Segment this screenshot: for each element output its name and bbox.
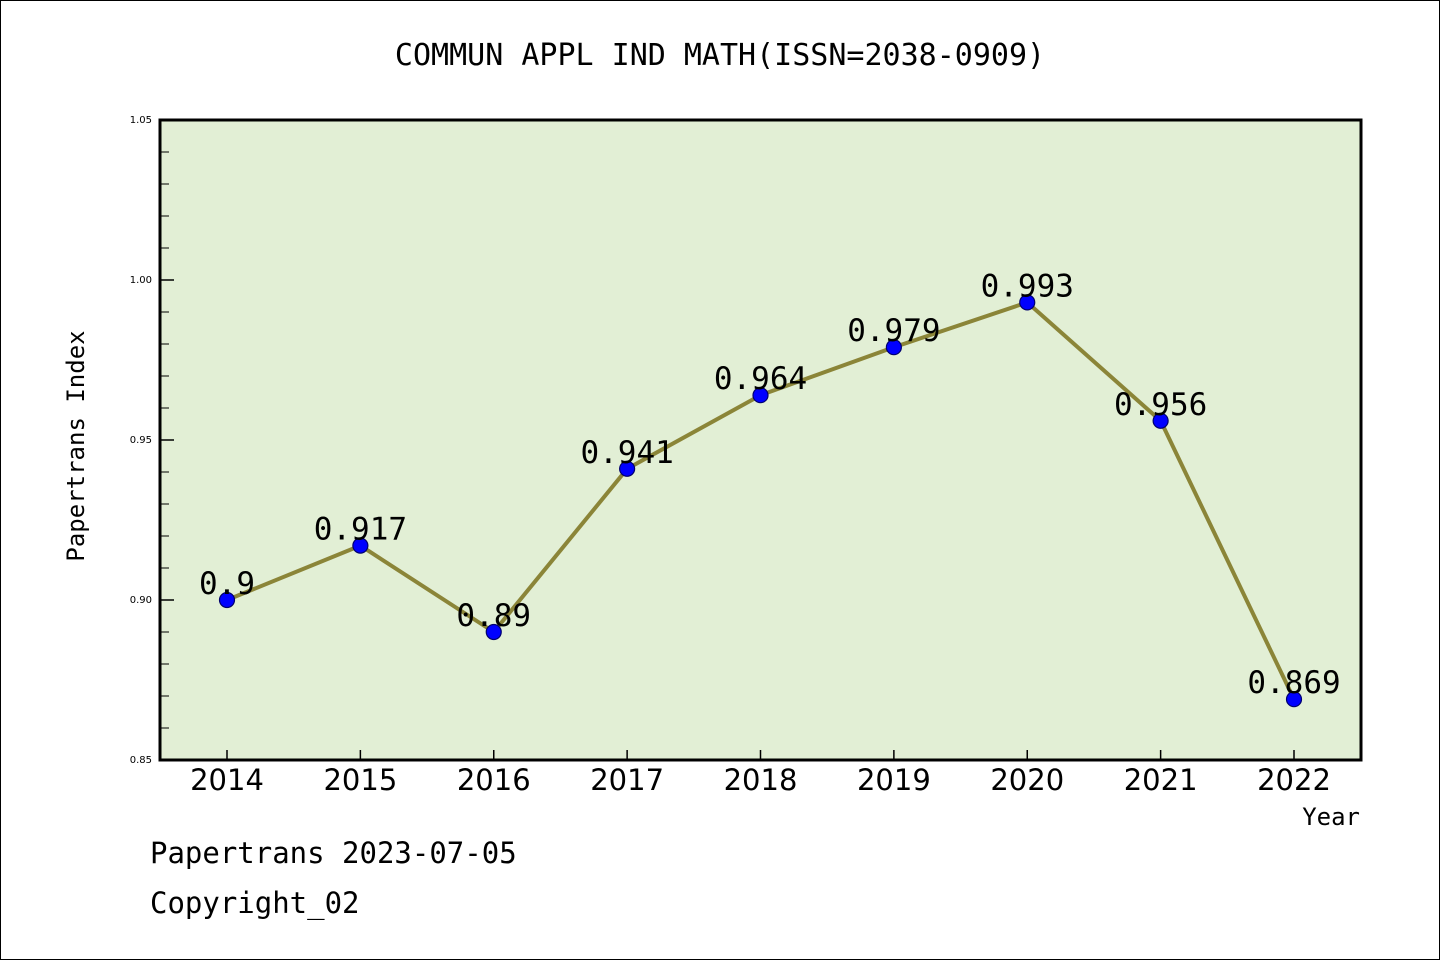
y-tick-label: 0.95 xyxy=(130,435,152,446)
x-axis-label: Year xyxy=(1302,803,1360,831)
y-tick-label: 0.90 xyxy=(130,595,152,606)
data-labels: 0.9 0.917 0.89 0.941 0.964 0.979 0.993 0.956 0.8… xyxy=(199,268,1341,701)
x-tick-label: 2022 xyxy=(1257,763,1331,797)
data-label: 0.89 xyxy=(456,598,531,634)
y-tick-label: 1.05 xyxy=(130,115,152,126)
data-point xyxy=(1152,412,1169,429)
data-point xyxy=(1019,294,1036,311)
data-label: 0.869 xyxy=(1247,665,1340,701)
data-label: 0.964 xyxy=(714,361,807,397)
x-tick-label: 2017 xyxy=(590,763,664,797)
data-label: 0.9 xyxy=(199,566,255,602)
x-tick-label: 2014 xyxy=(190,763,264,797)
chart-title: COMMUN APPL IND MATH(ISSN=2038-0909) xyxy=(394,38,1046,73)
plot-border xyxy=(158,118,1363,762)
data-point xyxy=(218,591,236,609)
y-tick-label: 1.00 xyxy=(130,275,152,286)
data-point xyxy=(619,460,636,477)
x-tick-label: 2020 xyxy=(990,763,1064,797)
x-tick-label: 2021 xyxy=(1124,763,1198,797)
data-label: 0.993 xyxy=(981,268,1074,304)
x-tick-label: 2018 xyxy=(724,763,798,797)
data-point xyxy=(885,339,902,356)
data-label: 0.917 xyxy=(314,512,407,548)
footer-date: Papertrans 2023-07-05 xyxy=(150,836,517,870)
data-points xyxy=(218,294,1303,708)
data-point xyxy=(1285,691,1303,708)
footer-copyright: Copyright_02 xyxy=(150,886,360,920)
y-axis-label: Papertrans Index xyxy=(62,330,90,561)
data-point xyxy=(485,623,502,641)
x-tick-label: 2016 xyxy=(457,763,531,797)
data-label: 0.941 xyxy=(580,435,673,471)
data-point xyxy=(352,537,369,554)
x-tick-label: 2019 xyxy=(857,763,931,797)
data-label: 0.979 xyxy=(847,313,940,349)
x-tick-label: 2015 xyxy=(323,763,397,797)
x-axis-ticks: 2014 2015 2016 2017 2018 2019 2020 2021 2022 xyxy=(190,750,1331,797)
y-tick-label: 0.85 xyxy=(130,755,152,766)
plot-area xyxy=(160,120,1361,760)
data-label: 0.956 xyxy=(1114,387,1207,423)
data-point xyxy=(752,387,769,404)
